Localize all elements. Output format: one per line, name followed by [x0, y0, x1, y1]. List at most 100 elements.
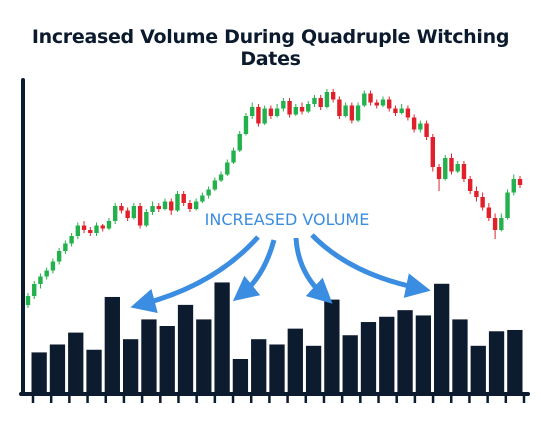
- candle-body: [156, 206, 161, 209]
- candle-body: [511, 179, 516, 193]
- volume-bar: [470, 345, 486, 392]
- candle: [200, 192, 205, 203]
- candle-body: [218, 174, 224, 181]
- candle-body: [75, 225, 81, 236]
- candle-body: [162, 201, 168, 209]
- candle-body: [349, 105, 355, 121]
- candle-body: [256, 107, 261, 124]
- candle: [424, 120, 429, 140]
- x-axis-ticks: [31, 395, 526, 403]
- candle: [44, 267, 49, 280]
- candle-body: [355, 105, 361, 121]
- candle: [175, 191, 180, 212]
- candle: [430, 134, 436, 172]
- candle-body: [187, 203, 193, 209]
- candle: [268, 105, 274, 119]
- candle: [137, 203, 143, 229]
- candle: [330, 89, 336, 103]
- candle-body: [430, 137, 436, 167]
- candle: [324, 89, 330, 109]
- annotation-arrow-2: [232, 239, 277, 302]
- volume-bar: [49, 344, 66, 392]
- candle: [306, 101, 311, 113]
- candle: [100, 224, 105, 232]
- candle-body: [100, 225, 105, 229]
- candle: [380, 96, 386, 107]
- volume-bar: [86, 349, 102, 392]
- candle-body: [492, 218, 498, 230]
- candle-body: [380, 99, 386, 106]
- volume-bar: [360, 322, 377, 392]
- candle-body: [137, 206, 143, 226]
- candle: [449, 153, 454, 175]
- candle-body: [324, 92, 330, 107]
- candle-body: [480, 197, 485, 208]
- volume-bar: [452, 319, 468, 392]
- candle-body: [517, 179, 523, 185]
- candle-body: [181, 194, 186, 203]
- candle-body: [449, 158, 454, 172]
- candlestick-series: [25, 89, 523, 308]
- candle-body: [206, 189, 211, 196]
- annotation-arrow-4: [310, 233, 431, 298]
- candle-body: [250, 107, 255, 116]
- candle-body: [144, 212, 149, 226]
- candle: [474, 186, 479, 202]
- candle: [337, 96, 342, 119]
- volume-bar: [305, 345, 322, 392]
- candle: [387, 96, 392, 112]
- candle: [156, 203, 161, 212]
- candle-body: [374, 102, 379, 106]
- candle: [368, 90, 373, 106]
- candle: [262, 105, 267, 125]
- candle: [318, 95, 323, 110]
- candle-body: [306, 104, 311, 112]
- candle-body: [405, 108, 411, 118]
- volume-bar: [287, 328, 303, 392]
- annotation-arrow-3: [293, 237, 333, 304]
- candle: [287, 98, 292, 118]
- annotation-arrows: [130, 233, 431, 314]
- candle-body: [467, 179, 473, 191]
- volume-bar: [342, 335, 358, 392]
- volume-bar: [141, 319, 157, 392]
- volume-bar: [507, 329, 523, 392]
- candle-body: [362, 93, 367, 106]
- candle: [63, 240, 68, 254]
- candle-body: [443, 158, 448, 179]
- candle: [150, 201, 155, 215]
- candle-body: [38, 276, 43, 284]
- candle: [225, 159, 230, 176]
- candle: [281, 98, 286, 112]
- candle-body: [212, 180, 218, 190]
- candle: [231, 147, 236, 164]
- candle-body: [131, 206, 137, 218]
- candle-body: [411, 117, 417, 130]
- candle-body: [337, 99, 342, 116]
- candle: [312, 95, 317, 107]
- candle: [162, 198, 168, 211]
- candle: [443, 155, 448, 181]
- candle-body: [318, 98, 323, 107]
- candle: [418, 120, 423, 133]
- candle: [38, 273, 43, 289]
- candle-body: [499, 218, 504, 230]
- candle: [50, 258, 56, 274]
- candle-body: [175, 194, 180, 211]
- candle-body: [81, 225, 87, 230]
- candle: [112, 203, 118, 224]
- candle-body: [231, 150, 236, 163]
- candle-body: [193, 201, 199, 209]
- candle-body: [225, 162, 230, 175]
- candle-body: [94, 225, 99, 233]
- candle-body: [274, 108, 280, 116]
- candle-body: [312, 98, 317, 104]
- candle: [511, 174, 516, 196]
- candle: [25, 293, 31, 308]
- candle: [125, 207, 130, 221]
- candle: [193, 198, 199, 211]
- candle-body: [169, 201, 174, 211]
- volume-bar: [434, 283, 450, 392]
- candle-body: [299, 107, 305, 112]
- candle: [187, 200, 193, 212]
